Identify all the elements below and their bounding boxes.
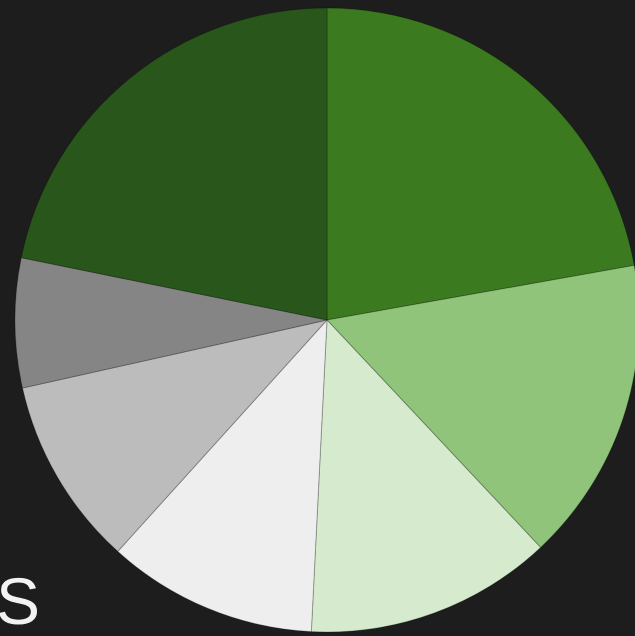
pie-slice [117, 318, 328, 633]
pie-slice [310, 318, 542, 633]
pie-slice [326, 264, 635, 549]
pie-slice [21, 319, 329, 553]
pie-slice [14, 257, 328, 389]
pie [14, 7, 635, 633]
caption: S [0, 564, 40, 636]
pie-slice [326, 7, 635, 321]
pie-slice [20, 7, 328, 321]
